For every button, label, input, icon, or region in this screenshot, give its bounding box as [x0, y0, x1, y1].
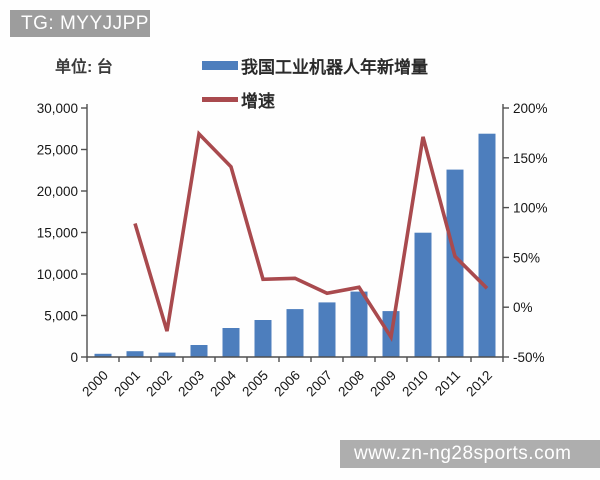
- legend-row-bars: 我国工业机器人年新增量: [202, 56, 428, 77]
- bar-2011: [446, 169, 464, 357]
- y-right-tick-label: 100%: [513, 201, 548, 216]
- header-watermark-text: TG: MYYJJPP: [21, 12, 149, 34]
- bar-2002: [158, 352, 176, 357]
- bar-2000: [94, 353, 112, 357]
- x-tick-label: 2009: [367, 368, 399, 400]
- bar-2001: [126, 351, 144, 357]
- bar-2010: [414, 232, 432, 357]
- footer-watermark-text: www.zn-ng28sports.com: [354, 443, 572, 464]
- footer-watermark-badge: www.zn-ng28sports.com: [340, 440, 600, 468]
- bar-2006: [286, 309, 304, 357]
- y-left-tick-label: 0: [70, 350, 78, 365]
- x-tick-label: 2010: [399, 368, 431, 400]
- bar-2008: [350, 291, 368, 357]
- x-tick-label: 2005: [239, 368, 271, 400]
- header-watermark-badge: TG: MYYJJPP: [10, 10, 150, 37]
- y-right-tick-label: 200%: [513, 101, 548, 116]
- bar-2012: [478, 133, 496, 357]
- bar-2005: [254, 320, 272, 357]
- y-left-tick-label: 25,000: [37, 143, 78, 158]
- unit-label: 单位: 台: [55, 59, 113, 76]
- x-tick-label: 2004: [207, 367, 239, 399]
- line-series-swatch-icon: [202, 96, 238, 102]
- y-right-tick-label: -50%: [513, 350, 545, 365]
- x-tick-label: 2011: [432, 368, 463, 399]
- bar-series-swatch-icon: [202, 60, 238, 70]
- x-tick-label: 2006: [271, 368, 303, 400]
- y-left-tick-label: 15,000: [37, 226, 78, 241]
- chart-legend: 我国工业机器人年新增量 增速: [202, 56, 428, 124]
- bar-series-label: 我国工业机器人年新增量: [241, 57, 428, 77]
- bar-2007: [318, 302, 336, 357]
- line-series-label: 增速: [241, 91, 275, 111]
- x-tick-label: 2001: [111, 368, 143, 400]
- y-left-tick-label: 10,000: [37, 267, 78, 282]
- x-tick-label: 2000: [79, 368, 111, 400]
- x-tick-label: 2002: [143, 368, 175, 400]
- y-right-tick-label: 0%: [513, 300, 533, 315]
- y-left-tick-label: 30,000: [37, 101, 78, 116]
- x-tick-label: 2007: [303, 368, 335, 400]
- y-right-tick-label: 150%: [513, 151, 548, 166]
- x-tick-label: 2012: [463, 368, 495, 400]
- legend-row-line: 增速: [202, 90, 428, 111]
- y-left-tick-label: 20,000: [37, 184, 78, 199]
- growth-line: [133, 130, 489, 343]
- x-tick-label: 2008: [335, 368, 367, 400]
- x-tick-label: 2003: [175, 368, 207, 400]
- y-left-tick-label: 5,000: [44, 309, 78, 324]
- bar-2003: [190, 345, 208, 357]
- bar-2004: [222, 328, 240, 357]
- y-right-tick-label: 50%: [513, 250, 540, 265]
